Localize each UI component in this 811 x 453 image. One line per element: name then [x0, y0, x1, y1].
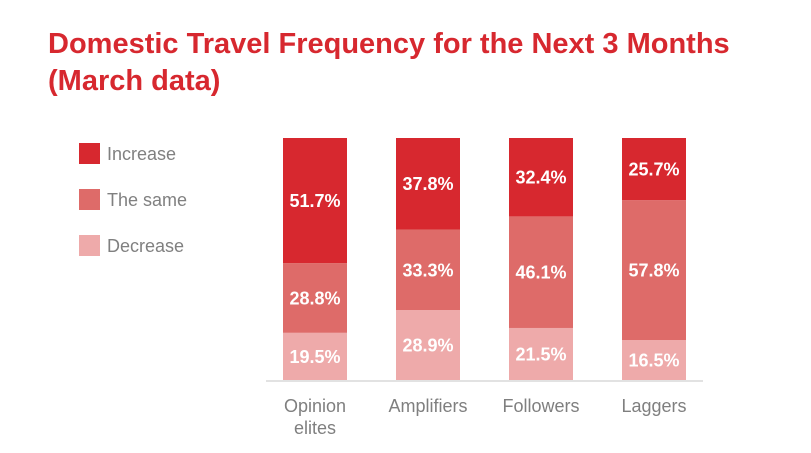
data-label-amplifiers-the-same: 33.3% — [402, 260, 453, 280]
legend-swatch-decrease — [79, 235, 100, 256]
chart-title-line-1: Domestic Travel Frequency for the Next 3… — [48, 28, 730, 60]
data-label-followers-increase: 32.4% — [515, 168, 566, 188]
bar-segment-amplifiers-decrease — [396, 310, 460, 380]
data-label-amplifiers-decrease: 28.9% — [402, 336, 453, 356]
legend: Increase The same Decrease — [79, 143, 187, 256]
bar-segment-opinion-elites-decrease — [283, 332, 347, 380]
data-label-followers-the-same: 46.1% — [515, 263, 566, 283]
data-label-laggers-increase: 25.7% — [628, 160, 679, 180]
chart-title: Domestic Travel Frequency for the Next 3… — [48, 26, 788, 100]
bar-segment-laggers-the-same — [622, 200, 686, 341]
bar-segment-followers-decrease — [509, 327, 573, 380]
bars: 19.5% 28.8% 51.7% 28.9% 33.3% 37.8% 21.5% 46.1%… — [283, 138, 686, 380]
chart-title-line-2: (March data) — [48, 65, 221, 97]
bar-segment-opinion-elites-increase — [283, 138, 347, 264]
data-label-amplifiers-increase: 37.8% — [402, 174, 453, 194]
bar-segment-followers-the-same — [509, 216, 573, 328]
category-label-followers: Followers — [502, 396, 579, 416]
bar-segment-followers-increase — [509, 138, 573, 217]
data-label-laggers-the-same: 57.8% — [628, 261, 679, 281]
category-labels: Opinion elites Amplifiers Followers Laggers — [284, 396, 687, 438]
legend-swatch-increase — [79, 143, 100, 164]
bar-segment-amplifiers-the-same — [396, 229, 460, 311]
data-label-opinion-elites-the-same: 28.8% — [289, 288, 340, 308]
bar-segment-laggers-increase — [622, 138, 686, 201]
data-label-laggers-decrease: 16.5% — [628, 351, 679, 371]
legend-label-increase: Increase — [107, 144, 176, 164]
category-label-opinion-elites: Opinion elites — [284, 396, 346, 438]
bar-segment-opinion-elites-the-same — [283, 263, 347, 333]
legend-label-the-same: The same — [107, 190, 187, 210]
data-label-opinion-elites-decrease: 19.5% — [289, 347, 340, 367]
bar-segment-amplifiers-increase — [396, 138, 460, 230]
category-label-amplifiers: Amplifiers — [388, 396, 467, 416]
legend-label-decrease: Decrease — [107, 236, 184, 256]
bar-segment-laggers-decrease — [622, 340, 686, 380]
category-label-laggers: Laggers — [621, 396, 686, 416]
data-label-followers-decrease: 21.5% — [515, 344, 566, 364]
legend-swatch-the-same — [79, 189, 100, 210]
data-label-opinion-elites-increase: 51.7% — [289, 191, 340, 211]
